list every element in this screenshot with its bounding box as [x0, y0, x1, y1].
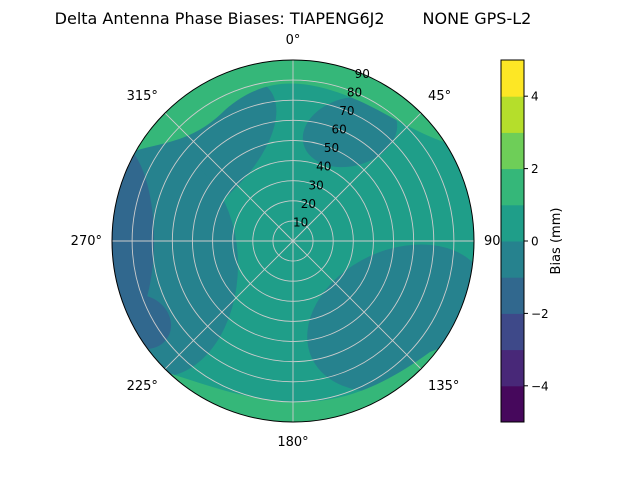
polar-grid-spoke-315 [164, 112, 294, 242]
figure-title: Delta Antenna Phase Biases: TIAPENG6J2 NO… [0, 9, 586, 28]
azimuth-label-0: 0° [286, 33, 301, 48]
azimuth-label-225: 225° [127, 379, 158, 394]
colorbar-segment-1-2 [501, 168, 524, 206]
radial-tick-label-90: 90 [355, 67, 370, 81]
colorbar-segment-3-4 [501, 96, 524, 133]
azimuth-label-135: 135° [428, 379, 459, 394]
radial-tick-label-80: 80 [347, 85, 362, 99]
polar-grid-spoke-45 [292, 112, 422, 242]
contour-region-left-edge-270 [112, 144, 154, 336]
radial-tick-label-50: 50 [324, 141, 339, 155]
figure-title-main: Delta Antenna Phase Biases: TIAPENG6J2 [54, 9, 385, 28]
radial-tick-label-20: 20 [301, 197, 316, 211]
azimuth-label-270: 270° [71, 234, 102, 249]
colorbar-segment-4-5 [501, 60, 524, 97]
colorbar-segment--3--2 [501, 313, 524, 351]
radial-tick-label-30: 30 [308, 178, 323, 192]
colorbar-tick-label--2: −2 [531, 307, 549, 321]
colorbar-tick-label-2: 2 [531, 162, 539, 176]
colorbar-tick-label-4: 4 [531, 90, 539, 104]
colorbar-tick-label-0: 0 [531, 235, 539, 249]
contour-region-bottom-edge-arc [112, 335, 474, 422]
colorbar-segment--2--1 [501, 277, 524, 314]
radial-tick-label-40: 40 [316, 160, 331, 174]
colorbar: 4 2 0 −2 −4 Bias (mm) [500, 59, 564, 423]
figure-title-system: NONE GPS-L2 [422, 9, 532, 28]
polar-grid-spoke-135 [292, 240, 422, 370]
azimuth-label-180: 180° [277, 435, 308, 450]
colorbar-segment-0-1 [501, 204, 524, 242]
radial-tick-label-70: 70 [339, 104, 354, 118]
azimuth-label-90: 90 [484, 234, 501, 249]
colorbar-title: Bias (mm) [549, 208, 564, 275]
colorbar-segment-2-3 [501, 132, 524, 170]
contour-region-top-center-patch [302, 96, 398, 168]
colorbar-segment--1-0 [501, 241, 524, 278]
colorbar-segment--5--4 [501, 385, 524, 423]
polar-outline [111, 59, 475, 423]
azimuth-label-45: 45° [428, 89, 451, 104]
colorbar-segment--4--3 [501, 349, 524, 387]
azimuth-label-315: 315° [127, 89, 158, 104]
radial-tick-label-10: 10 [293, 215, 308, 229]
radial-tick-label-60: 60 [332, 123, 347, 137]
polar-grid-spoke-225 [164, 240, 294, 370]
colorbar-tick-label--4: −4 [531, 379, 549, 393]
